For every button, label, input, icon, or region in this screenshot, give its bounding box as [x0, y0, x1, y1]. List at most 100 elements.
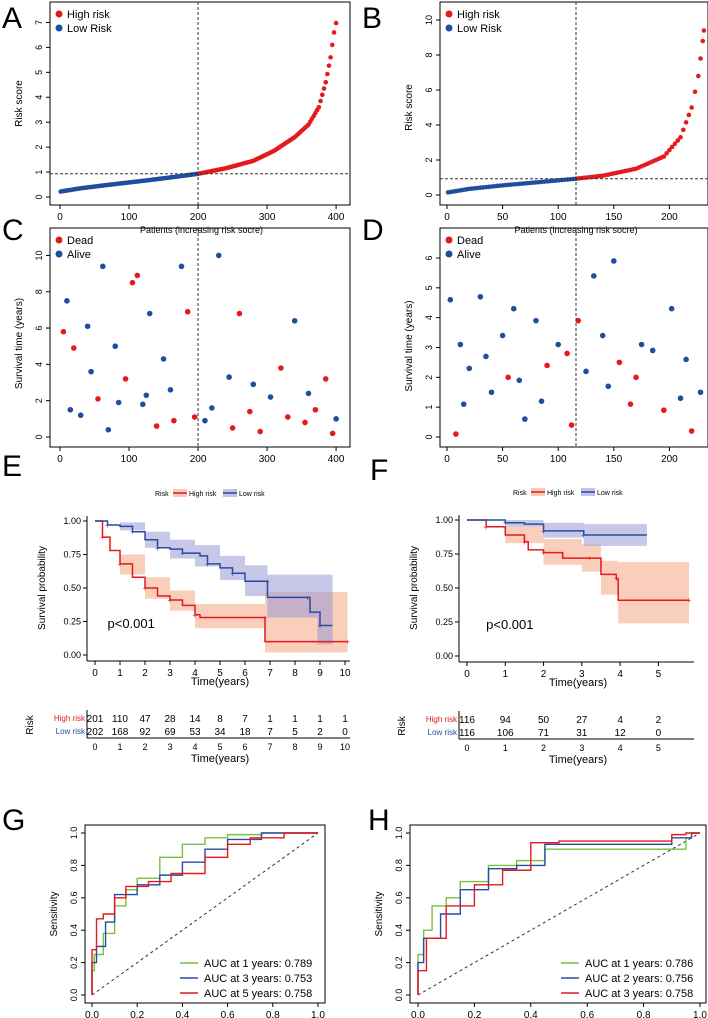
roc-curve [91, 832, 318, 995]
reference-diagonal [417, 832, 701, 996]
legend-marker [445, 236, 453, 244]
panel-letter: C [2, 214, 24, 247]
censor-mark: + [587, 554, 592, 563]
risk-table-cell: 1 [342, 714, 348, 725]
risk-point [664, 150, 669, 156]
risk-table-tick: 3 [167, 742, 172, 752]
censor-mark: + [263, 613, 268, 622]
y-tick-label: 8 [424, 52, 434, 57]
legend-marker [55, 250, 63, 258]
panel-E: E0 1 2 3 4 5 6 7 8 9 100.000.250.500.751.00Surviva… [2, 450, 351, 765]
alive-point [605, 383, 612, 390]
risk-point [323, 80, 329, 85]
legend-label: High risk [457, 9, 500, 21]
risk-table-cell: 2 [317, 727, 323, 738]
legend-label: Dead [67, 235, 93, 247]
censor-mark: + [118, 560, 123, 569]
y-tick-label: 0 [34, 194, 44, 199]
risk-point [675, 138, 681, 143]
y-tick-label: 0.50 [435, 583, 453, 593]
risk-table-cell: 50 [538, 715, 550, 726]
dead-point [229, 425, 236, 431]
y-tick-label: 0.00 [63, 650, 81, 660]
alive-point [160, 356, 167, 362]
alive-point [516, 377, 523, 384]
dead-point [627, 401, 634, 407]
legend-label: AUC at 2 years: 0.756 [585, 973, 693, 985]
x-tick-label: 0 [464, 669, 470, 680]
risk-point [692, 89, 698, 95]
alive-point [226, 374, 232, 380]
x-tick-label: 0 [92, 668, 98, 679]
censor-mark: + [541, 549, 546, 558]
risk-point [681, 127, 686, 133]
legend-label: High risk [547, 490, 575, 497]
alive-point [583, 368, 589, 375]
risk-table-cell: 47 [139, 714, 151, 725]
x-tick-label: 0.0 [85, 1010, 99, 1018]
x-tick-label: 0 [444, 454, 450, 465]
dead-point [661, 407, 667, 413]
risk-table-cell: 116 [459, 715, 475, 726]
y-tick-label: 6 [424, 255, 434, 260]
risk-point [319, 92, 325, 98]
y-tick-label: 4 [34, 95, 44, 100]
survival-curve [95, 520, 348, 643]
dead-point [134, 272, 141, 279]
legend-marker [55, 236, 63, 244]
alive-point [267, 394, 274, 400]
risk-table-cell: 1 [317, 714, 323, 725]
risk-point [325, 71, 330, 77]
y-tick-label: 0.2 [69, 956, 79, 969]
censor-mark: + [180, 549, 185, 558]
y-tick-label: 4 [34, 362, 44, 367]
censor-mark: + [345, 638, 350, 647]
risk-table-tick: 2 [142, 742, 147, 752]
x-tick-label: 2 [541, 669, 547, 680]
confidence-band [95, 521, 348, 653]
risk-table-cell: 71 [538, 728, 550, 739]
dead-point [633, 374, 639, 381]
censor-mark: + [168, 596, 173, 605]
x-tick-label: 100 [121, 212, 138, 223]
censor-mark: + [265, 577, 270, 586]
alive-point [538, 398, 545, 404]
alive-point [178, 263, 185, 270]
x-tick-label: 3 [579, 669, 585, 680]
x-tick-label: 2 [142, 668, 148, 679]
alive-point [477, 293, 484, 300]
dead-point [122, 376, 129, 382]
panel-letter: D [362, 214, 384, 247]
risk-point [686, 112, 692, 118]
alive-point [112, 343, 119, 350]
y-axis-label: Risk score [404, 84, 415, 131]
x-tick-label: 300 [259, 212, 276, 223]
y-axis-label: Survival time (years) [404, 300, 415, 391]
alive-point [202, 417, 208, 424]
x-tick-label: 0 [57, 454, 63, 465]
alive-point [533, 317, 539, 324]
p-value: p<0.001 [486, 617, 533, 632]
y-axis-label: Survival time (years) [14, 298, 25, 389]
x-tick-label: 100 [550, 212, 567, 223]
legend-marker [55, 10, 63, 18]
x-tick-label: 0.0 [411, 1010, 425, 1018]
risk-point [318, 98, 323, 104]
plot-frame [49, 227, 351, 448]
plot-frame [439, 227, 708, 448]
x-tick-label: 400 [328, 454, 345, 465]
risk-table-tick: 0 [464, 743, 469, 753]
legend-label: AUC at 3 years: 0.753 [204, 973, 312, 985]
panel-letter: H [368, 804, 390, 837]
risk-table-tick: 1 [503, 743, 508, 753]
dead-point [236, 310, 243, 317]
dead-point [278, 365, 284, 371]
dead-point [568, 422, 575, 428]
y-axis-label: Survival probability [409, 546, 420, 630]
dead-point [171, 417, 177, 424]
x-tick-label: 0.2 [130, 1010, 144, 1018]
x-tick-label: 8 [292, 668, 298, 679]
dead-point [247, 408, 253, 415]
risk-table-cell: 28 [164, 714, 176, 725]
risk-table-cell: 7 [242, 714, 248, 725]
